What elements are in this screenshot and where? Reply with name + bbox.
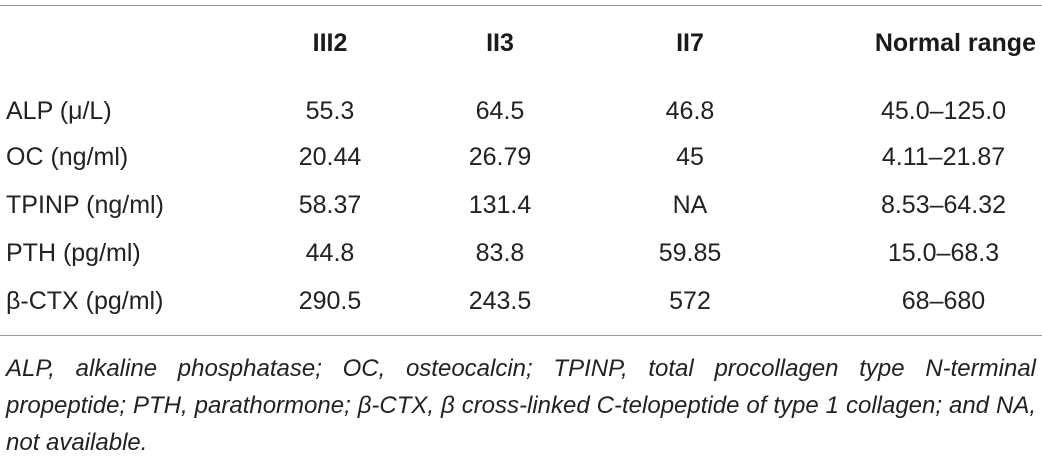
- table-top-rule: [0, 5, 1042, 6]
- row-label: β-CTX (pg/ml): [6, 286, 164, 315]
- header-row: III2 II3 II7 Normal range: [0, 6, 1042, 81]
- table-row: PTH (pg/ml) 44.8 83.8 59.85 15.0–68.3: [0, 229, 1042, 277]
- cell-range: 68–680: [901, 286, 986, 315]
- cell-value: NA: [672, 190, 708, 219]
- cell-value: 44.8: [305, 238, 355, 267]
- cell-value: 572: [669, 286, 711, 315]
- cell-value: 243.5: [468, 286, 532, 315]
- row-label: TPINP (ng/ml): [6, 190, 164, 219]
- header-cell-label: [0, 6, 255, 81]
- header-cell-ii7: II7: [676, 29, 704, 57]
- row-label: PTH (pg/ml): [6, 238, 141, 267]
- cell-range: 8.53–64.32: [880, 190, 1007, 219]
- cell-value: 131.4: [468, 190, 532, 219]
- header-cell-ii3: II3: [486, 29, 514, 57]
- lab-values-table: III2 II3 II7 Normal range ALP (μ/L) 55.3…: [0, 6, 1042, 325]
- cell-value: 59.85: [658, 238, 722, 267]
- table-row: OC (ng/ml) 20.44 26.79 45 4.11–21.87: [0, 133, 1042, 181]
- cell-value: 46.8: [665, 96, 715, 125]
- header-cell-iii2: III2: [312, 29, 348, 57]
- cell-range: 45.0–125.0: [880, 96, 1007, 125]
- cell-value: 64.5: [475, 96, 525, 125]
- cell-value: 83.8: [475, 238, 525, 267]
- table-bottom-rule: [0, 335, 1042, 336]
- row-label: OC (ng/ml): [6, 142, 129, 171]
- header-cell-normal-range: Normal range: [874, 29, 1036, 57]
- cell-value: 45: [676, 142, 704, 171]
- cell-range: 4.11–21.87: [881, 142, 1006, 171]
- cell-range: 15.0–68.3: [887, 238, 1000, 267]
- table-row: ALP (μ/L) 55.3 64.5 46.8 45.0–125.0: [0, 81, 1042, 133]
- table-row: β-CTX (pg/ml) 290.5 243.5 572 68–680: [0, 277, 1042, 325]
- cell-value: 290.5: [298, 286, 362, 315]
- table-row: TPINP (ng/ml) 58.37 131.4 NA 8.53–64.32: [0, 181, 1042, 229]
- cell-value: 20.44: [298, 142, 362, 171]
- cell-value: 55.3: [305, 96, 355, 125]
- cell-value: 26.79: [468, 142, 532, 171]
- row-label: ALP (μ/L): [6, 96, 112, 125]
- table-footnote: ALP, alkaline phosphatase; OC, osteocalc…: [6, 355, 1036, 456]
- cell-value: 58.37: [298, 190, 362, 219]
